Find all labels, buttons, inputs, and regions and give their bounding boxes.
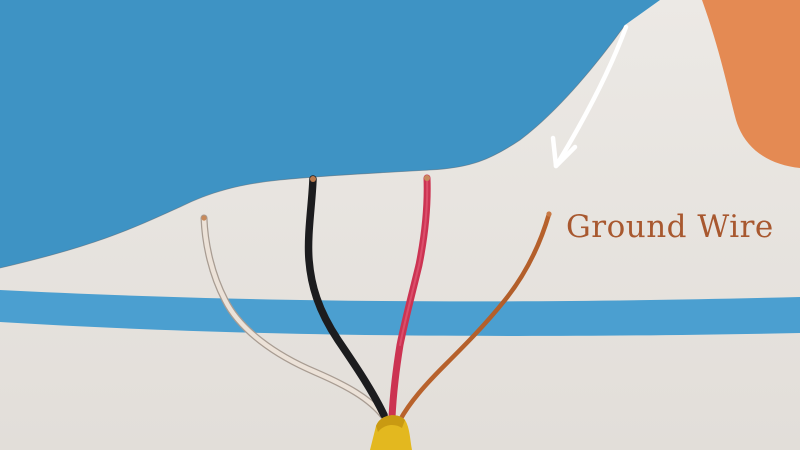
white-wire-highlight — [201, 215, 388, 421]
blue-panel — [0, 0, 660, 268]
black-wire-tip — [310, 176, 316, 182]
ground-wire — [397, 211, 552, 423]
ground-wire-tip — [546, 211, 552, 217]
red-wire-highlight — [399, 177, 429, 346]
blue-panel-edge — [0, 24, 626, 269]
red-wire-tip — [424, 175, 430, 181]
blue-stripe — [0, 290, 800, 336]
ground-wire-label: Ground Wire — [566, 209, 774, 245]
cable-jacket-shade — [376, 415, 405, 432]
callout-arrow — [550, 24, 629, 169]
orange-corner — [702, 0, 800, 168]
black-wire — [304, 175, 388, 419]
white-wire-tip — [201, 215, 207, 221]
